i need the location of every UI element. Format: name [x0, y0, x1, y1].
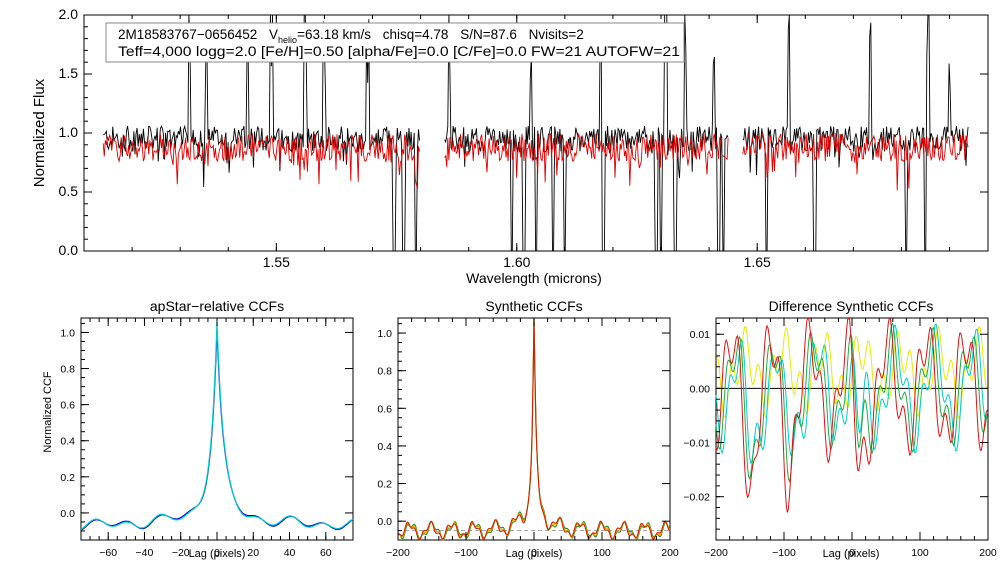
spectrum-model-line: [102, 133, 420, 190]
synthetic-ccf-ytick-label: 0.2: [377, 479, 392, 491]
spectrum-ytick-label: 0.0: [59, 242, 79, 258]
synthetic-ccf-title: Synthetic CCFs: [485, 298, 582, 314]
synthetic-ccf-ytick-label: 0.6: [377, 403, 392, 415]
spectrum-x-label: Wavelength (microns): [466, 270, 602, 286]
nvisits-value: Nvisits=2: [529, 27, 584, 42]
apstar-ccf-title: apStar−relative CCFs: [150, 298, 284, 314]
vhelio-prefix: V: [269, 27, 278, 42]
synthetic-ccf-ytick-label: 0.0: [377, 516, 392, 528]
spectrum-model-line: [444, 132, 729, 186]
synthetic-ccf-series-line: [397, 317, 671, 541]
difference-ccf-x-label: Lag (pixels): [823, 548, 880, 560]
synthetic-ccf-xtick-label: 100: [593, 547, 611, 559]
spectrum-panel: 1.55 1.60 1.65 0.0 0.5 1.0 1.5 2.0 Wavelength …: [31, 6, 989, 286]
difference-ccf-ytick-label: 0.01: [690, 329, 711, 341]
apstar-ccf-xtick-label: 20: [247, 547, 259, 559]
spectrum-xtick-label: 1.65: [744, 254, 771, 270]
apstar-ccf-ytick-label: 0.4: [60, 436, 75, 448]
vhelio-value: =63.18 km/s: [297, 27, 371, 42]
spectrum-y-label: Normalized Flux: [31, 78, 48, 187]
difference-ccf-ytick-label: 0.00: [690, 383, 711, 395]
spectrum-xtick-label: 1.55: [263, 254, 290, 270]
apstar-ccf-ytick-label: 0.8: [60, 364, 75, 376]
synthetic-ccf-xtick-label: −100: [454, 547, 478, 559]
synthetic-ccf-panel: Synthetic CCFs −200 −100 0 100 200 0.0 0.2 0.4…: [377, 298, 679, 560]
apstar-ccf-xtick-label: 0: [214, 547, 220, 559]
apstar-ccf-panel: apStar−relative CCFs −60 −40 −20 0 20 40 60 0.…: [42, 298, 354, 560]
difference-ccf-xtick-label: −200: [704, 547, 728, 559]
synthetic-ccf-xtick-label: −200: [386, 547, 410, 559]
spectrum-xtick-label: 1.60: [503, 254, 530, 270]
apstar-ccf-xtick-label: −20: [172, 547, 190, 559]
apstar-ccf-ytick-label: 0.6: [60, 400, 75, 412]
apstar-ccf-ytick-label: 0.2: [60, 472, 75, 484]
chisq-value: chisq=4.78: [383, 27, 449, 42]
spectrum-observed-line: [742, 14, 969, 252]
apstar-ccf-xtick-label: 40: [284, 547, 296, 559]
difference-ccf-panel: Difference Synthetic CCFs −200 −100 0 100 20…: [683, 298, 996, 560]
vhelio-subscript: helio: [278, 35, 297, 45]
difference-ccf-xtick-label: −100: [772, 547, 796, 559]
spectrum-observed-line: [444, 14, 729, 252]
difference-ccf-ytick-label: −0.01: [683, 438, 710, 450]
apstar-ccf-xtick-label: −60: [99, 547, 117, 559]
difference-ccf-xtick-label: 200: [979, 547, 997, 559]
spectrum-model-line: [742, 132, 969, 191]
synthetic-ccf-xtick-label: 0: [531, 547, 537, 559]
synthetic-ccf-xtick-label: 200: [661, 547, 679, 559]
spectrum-ytick-label: 1.5: [59, 65, 79, 81]
apstar-ccf-frame: [80, 317, 354, 541]
annotation-box: [105, 22, 685, 63]
apstar-ccf-series-line: [80, 328, 354, 531]
apstar-ccf-ytick-label: 0.0: [60, 508, 75, 520]
difference-ccf-title: Difference Synthetic CCFs: [769, 298, 934, 314]
synthetic-ccf-ytick-label: 0.8: [377, 366, 392, 378]
synthetic-ccf-x-label: Lag (pixels): [506, 548, 563, 560]
apstar-ccf-x-label: Lag (pixels): [189, 548, 246, 560]
difference-ccf-series-line: [715, 316, 988, 513]
synthetic-ccf-ytick-label: 0.4: [377, 441, 392, 453]
apstar-ccf-y-label: Normalized CCF: [42, 371, 54, 453]
difference-ccf-series-line: [715, 322, 988, 484]
synthetic-ccf-ytick-label: 1.0: [377, 328, 392, 340]
apstar-ccf-ytick-label: 1.0: [60, 327, 75, 339]
spectrum-ytick-label: 1.0: [59, 124, 79, 140]
spectrum-ytick-label: 2.0: [59, 6, 79, 22]
apstar-ccf-series-line: [80, 321, 354, 530]
apstar-ccf-xtick-label: 60: [320, 547, 332, 559]
difference-ccf-series-line: [715, 325, 988, 420]
star-id: 2M18583767−0656452: [118, 27, 257, 42]
difference-ccf-ytick-label: −0.02: [683, 492, 710, 504]
annotation-line-2: Teff=4,000 logg=2.0 [Fe/H]=0.50 [alpha/F…: [118, 44, 680, 59]
difference-ccf-xtick-label: 0: [849, 547, 855, 559]
spectrum-ytick-label: 0.5: [59, 183, 79, 199]
snr-value: S/N=87.6: [460, 27, 517, 42]
difference-ccf-xtick-label: 100: [911, 547, 929, 559]
apstar-ccf-xtick-label: −40: [136, 547, 154, 559]
annotation-line-1: 2M18583767−0656452 Vhelio=63.18 km/s chi…: [118, 27, 584, 45]
